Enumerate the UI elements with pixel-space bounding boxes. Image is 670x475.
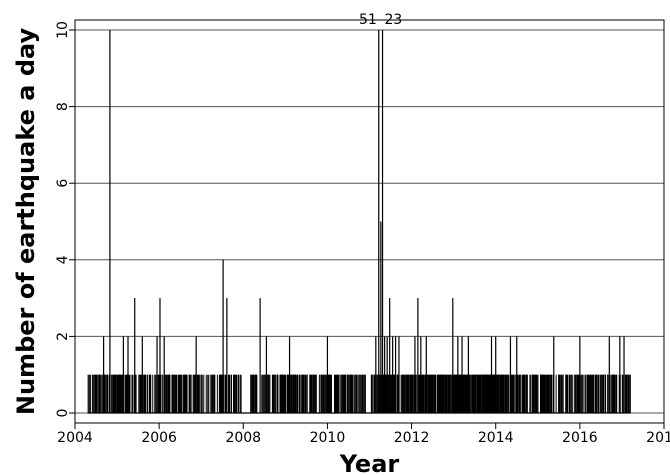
y-tick-label: 6 bbox=[55, 179, 71, 188]
x-tick-label: 2010 bbox=[310, 430, 346, 446]
spike-series bbox=[87, 30, 631, 414]
y-tick-label: 2 bbox=[55, 332, 71, 341]
x-tick-label: 2008 bbox=[225, 430, 261, 446]
y-axis-title: Number of earthquake a day bbox=[12, 28, 40, 416]
gridlines bbox=[75, 29, 664, 414]
x-tick-label: 2018 bbox=[646, 430, 670, 446]
x-axis-title: Year bbox=[339, 450, 400, 475]
y-tick-label: 10 bbox=[55, 21, 71, 39]
x-tick-label: 2006 bbox=[141, 430, 177, 446]
spike-annotation: 23 bbox=[384, 12, 402, 28]
y-tick-label: 4 bbox=[55, 255, 71, 264]
x-tick-label: 2004 bbox=[57, 430, 93, 446]
y-axis: 0 2 4 6 8 10 bbox=[55, 21, 75, 417]
annotations: 51 23 bbox=[359, 12, 402, 28]
x-axis: 2004 2006 2008 2010 2012 2014 2016 2018 bbox=[57, 423, 670, 446]
x-tick-label: 2012 bbox=[394, 430, 430, 446]
x-tick-label: 2014 bbox=[478, 430, 514, 446]
y-tick-label: 0 bbox=[55, 409, 71, 418]
x-tick-label: 2016 bbox=[562, 430, 598, 446]
y-tick-label: 8 bbox=[55, 102, 71, 111]
spike-annotation: 51 bbox=[359, 12, 377, 28]
plot-frame bbox=[74, 19, 665, 424]
